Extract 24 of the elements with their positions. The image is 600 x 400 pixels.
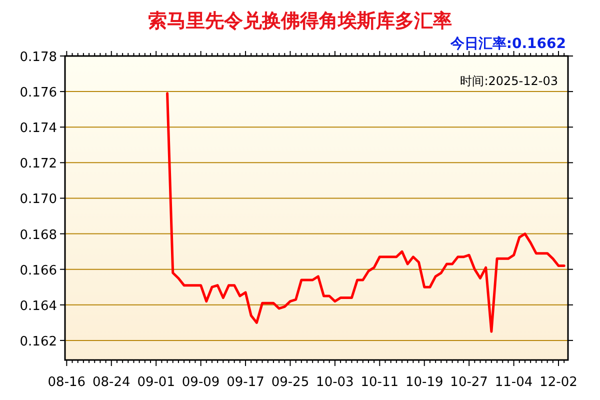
y-tick-label: 0.172 [20,156,57,172]
y-tick-label: 0.164 [20,298,57,314]
x-tick-label: 10-11 [360,375,399,390]
title: 索马里先令兑换佛得角埃斯库多汇率 [148,10,452,32]
annotation: 时间:2025-12-03 [460,74,558,88]
y-tick-label: 0.166 [20,263,57,278]
x-tick-label: 08-16 [48,375,86,390]
annotation: 今日汇率:0.1662 [450,36,566,52]
x-tick-label: 09-09 [182,375,220,390]
x-tick-label: 10-27 [450,375,488,390]
y-tick-label: 0.178 [20,50,57,65]
x-tick-label: 10-19 [405,375,444,390]
y-tick-label: 0.170 [20,192,57,208]
y-tick-label: 0.168 [20,228,57,243]
x-tick-label: 10-03 [316,375,354,390]
y-tick-label: 0.174 [20,121,57,136]
x-tick-label: 09-25 [271,375,310,390]
x-tick-label: 08-24 [92,375,130,390]
y-tick-label: 0.176 [20,86,57,101]
x-tick-label: 09-17 [226,375,264,390]
x-tick-label: 09-01 [137,375,175,390]
x-tick-label: 11-04 [494,375,533,390]
y-tick-label: 0.162 [20,334,57,350]
x-tick-label: 12-02 [540,375,578,390]
